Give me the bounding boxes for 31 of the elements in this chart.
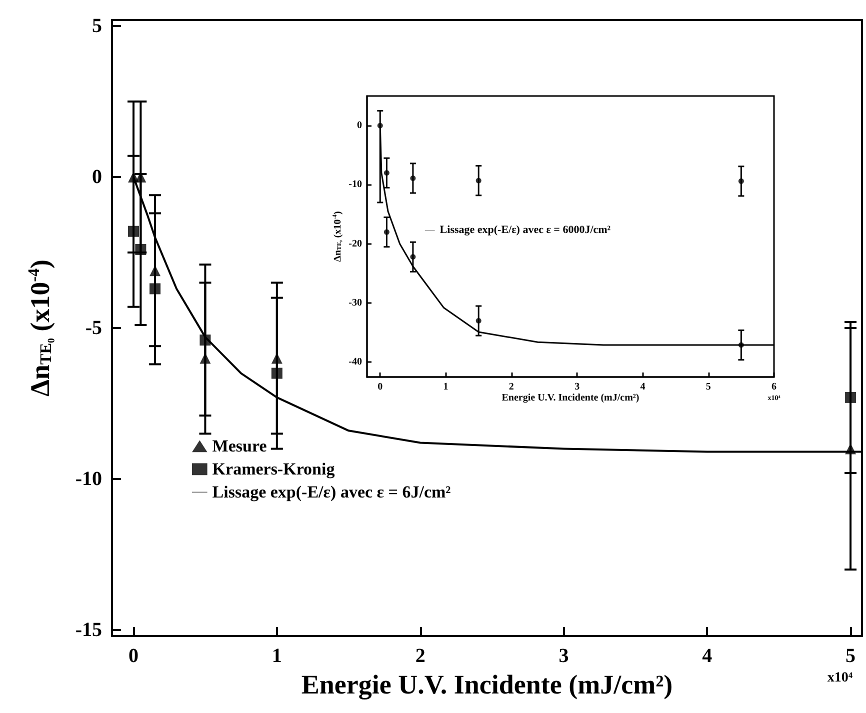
x-tick-label: 0 xyxy=(378,382,383,392)
x-tick-label: 5 xyxy=(706,382,711,392)
x-tick-label: 2 xyxy=(508,382,514,392)
x-tick-label: 3 xyxy=(574,382,580,392)
x-tick-label: 1 xyxy=(272,645,282,667)
y-tick-label: -30 xyxy=(348,298,362,309)
y-tick-label: -10 xyxy=(75,468,102,490)
y-tick-label: -10 xyxy=(348,179,362,190)
x-tick-label: 2 xyxy=(415,645,426,667)
x-tick-label: 0 xyxy=(128,645,139,667)
x-tick-label: 4 xyxy=(702,645,712,667)
x-tick-label: 6 xyxy=(772,382,776,392)
y-tick-label: -5 xyxy=(85,317,102,339)
x-tick-label: 1 xyxy=(443,382,448,392)
legend-label: Mesure xyxy=(212,436,268,456)
y-axis-title: ΔnTE₀ (x10-4) xyxy=(24,259,55,397)
text: x10⁴ xyxy=(827,670,854,686)
x-axis-title: Energie U.V. Incidente (mJ/cm²) xyxy=(502,392,640,404)
y-tick-label: -20 xyxy=(348,238,362,250)
y-tick-label: 0 xyxy=(357,120,362,132)
legend-label: Kramers-Kronig xyxy=(212,460,336,479)
x-tick-label: 5 xyxy=(846,645,856,667)
legend-label: Lissage exp(-E/ε) avec ε = 6J/cm² xyxy=(212,482,451,502)
y-tick-label: 5 xyxy=(92,15,102,38)
legend-label: Lissage exp(-E/ε) avec ε = 6000J/cm² xyxy=(440,224,612,236)
y-tick-label: 0 xyxy=(92,166,102,188)
y-tick-label: -15 xyxy=(75,618,102,641)
y-tick-label: -40 xyxy=(348,356,362,368)
x-tick-label: 3 xyxy=(558,645,569,667)
x-axis-title: Energie U.V. Incidente (mJ/cm²) xyxy=(301,669,673,700)
x-tick-label: 4 xyxy=(640,382,646,392)
